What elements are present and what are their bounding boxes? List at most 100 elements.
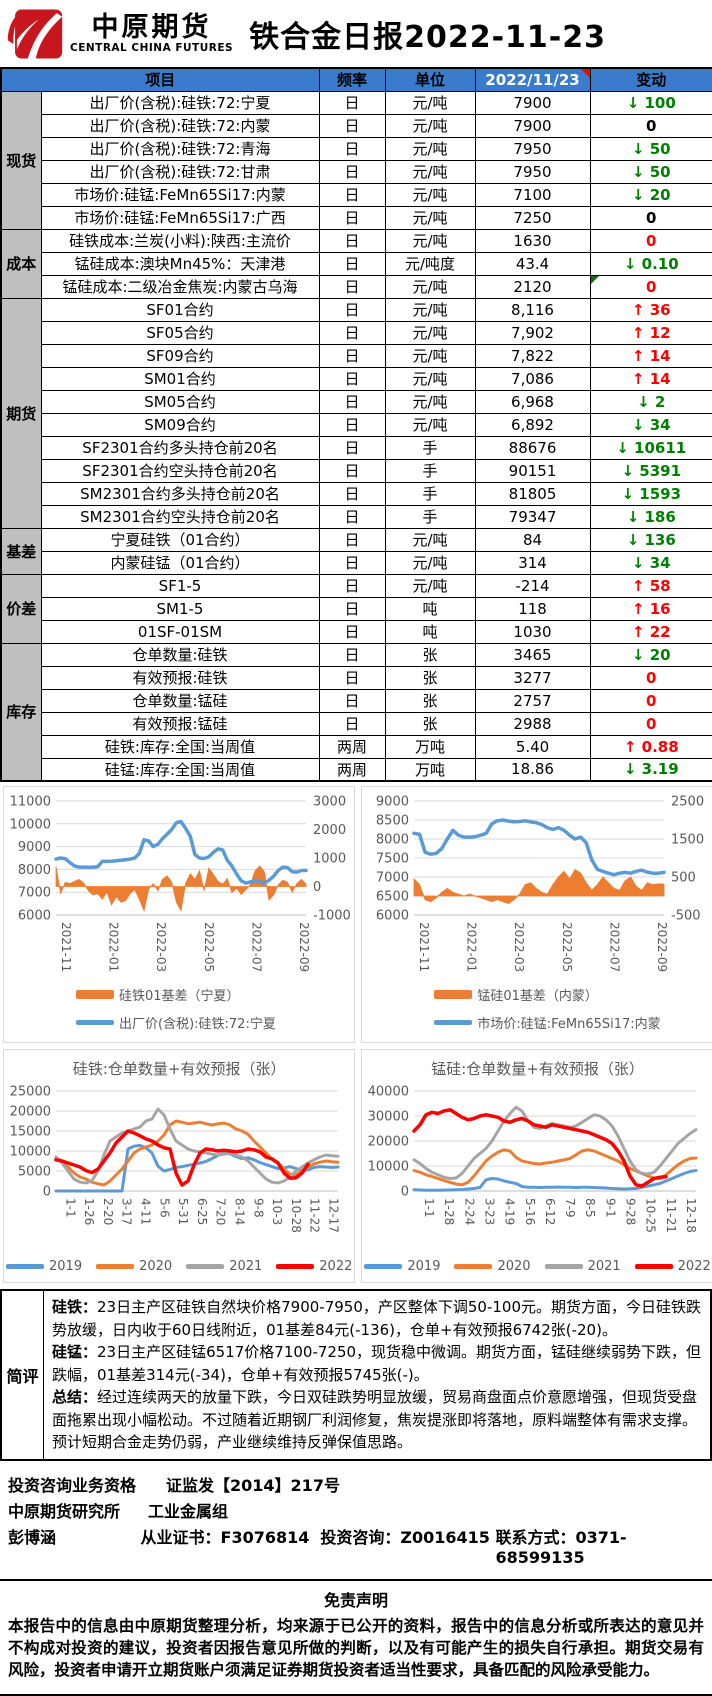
value-cell: 3465 (474, 642, 591, 667)
credential-line: 投资咨询业务资格 证监发【2014】217号 (8, 1472, 704, 1496)
svg-text:1-26: 1-26 (82, 1198, 96, 1225)
frequency-cell: 日 (318, 596, 386, 621)
value-cell: 314 (474, 550, 591, 575)
svg-text:0: 0 (43, 1185, 51, 1200)
svg-text:1-1: 1-1 (63, 1198, 77, 1218)
table-row: 市场价:硅锰:FeMn65Si17:内蒙日元/吨 7100 ↓ 20 (1, 182, 712, 207)
unit-cell: 元/吨 (384, 320, 476, 345)
svg-text:6000: 6000 (376, 909, 409, 924)
svg-text:10-28: 10-28 (289, 1198, 303, 1233)
comment-section-label: 简评 (2, 1291, 44, 1459)
unit-cell: 元/吨 (384, 527, 476, 552)
item-cell: 锰硅成本:二级冶金焦炭:内蒙古乌海 (40, 274, 320, 299)
svg-text:2500: 2500 (671, 795, 704, 810)
item-cell: SM1-5 (40, 596, 320, 621)
disclaimer-text: 本报告中的信息由中原期货整理分析，均来源于已公开的资料，报告中的信息分析或所表达… (8, 1616, 704, 1680)
comment-section: 简评 硅铁：23日主产区硅铁自然块价格7900-7950，产区整体下调50-10… (0, 1289, 712, 1461)
table-row: 仓单数量:锰硅日张 2757 0 (1, 688, 712, 713)
svg-text:2-24: 2-24 (463, 1198, 477, 1225)
company-logo-text: 中原期货 CENTRAL CHINA FUTURES (70, 13, 233, 53)
svg-text:2022-01: 2022-01 (107, 922, 121, 972)
frequency-cell: 日 (318, 573, 386, 598)
item-cell: SF1-5 (40, 573, 320, 598)
svg-text:2022-05: 2022-05 (202, 922, 216, 972)
credential-line: 中原期货研究所 工业金属组 (8, 1498, 704, 1522)
item-cell: 有效预报:硅铁 (40, 665, 320, 690)
unit-cell: 元/吨 (384, 412, 476, 437)
unit-cell: 手 (384, 504, 476, 529)
table-row: 出厂价(含税):硅铁:72:内蒙日元/吨 7900 0 (1, 113, 712, 138)
unit-cell: 元/吨 (384, 573, 476, 598)
frequency-cell: 日 (318, 688, 386, 713)
chart-title: 硅铁:仓单数量+有效预报（张） (72, 1060, 286, 1078)
legend-label: 2021 (229, 1259, 263, 1274)
svg-text:11-22: 11-22 (308, 1198, 322, 1233)
value-cell: 3277 (474, 665, 591, 690)
table-row: SM2301合约多头持仓前20名日手 81805 ↓ 1593 (1, 481, 712, 506)
value-cell: 6,968 (474, 389, 591, 414)
frequency-cell: 日 (318, 366, 386, 391)
value-cell: 2757 (474, 688, 591, 713)
unit-cell: 万吨 (384, 734, 476, 759)
frequency-cell: 日 (318, 297, 386, 322)
unit-cell: 元/吨 (384, 389, 476, 414)
unit-cell: 张 (384, 688, 476, 713)
svg-text:1-28: 1-28 (443, 1198, 457, 1225)
item-cell: SM01合约 (40, 366, 320, 391)
svg-text:10-3: 10-3 (270, 1198, 284, 1225)
comment-lead: 硅铁： (52, 1298, 98, 1316)
legend-item: 2021 (544, 1259, 621, 1274)
change-cell: ↑ 14 (589, 366, 712, 391)
frequency-cell: 日 (318, 435, 386, 460)
svg-text:8000: 8000 (18, 863, 51, 878)
change-cell: ↑ 16 (589, 596, 712, 621)
table-row: 市场价:硅锰:FeMn65Si17:广西日元/吨 7250 0 (1, 205, 712, 230)
svg-text:2021-11: 2021-11 (59, 922, 73, 972)
col-header-change: 变动 (589, 67, 712, 92)
change-cell: ↑ 0.88 (589, 734, 712, 759)
value-cell: -214 (474, 573, 591, 598)
table-row: 内蒙硅锰（01合约）日元/吨 314 ↓ 34 (1, 550, 712, 575)
frequency-cell: 日 (318, 550, 386, 575)
change-cell: ↓ 186 (589, 504, 712, 529)
change-cell: ↓ 20 (589, 182, 712, 207)
svg-text:10000: 10000 (10, 1145, 51, 1160)
value-cell: 81805 (474, 481, 591, 506)
legend-label: 锰硅01基差（内蒙） (477, 989, 598, 1004)
frequency-cell: 日 (318, 343, 386, 368)
item-cell: 市场价:硅锰:FeMn65Si17:广西 (40, 205, 320, 230)
unit-cell: 元/吨 (384, 136, 476, 161)
svg-text:10000: 10000 (368, 1160, 409, 1175)
svg-text:8-5: 8-5 (584, 1198, 598, 1218)
legend-item: 2019 (6, 1259, 82, 1274)
item-cell: 硅铁成本:兰炭(小料):陕西:主流价 (40, 228, 320, 253)
table-row: 锰硅成本:二级冶金焦炭:内蒙古乌海日元/吨 2120 0 (1, 274, 712, 299)
report-title: 铁合金日报2022-11-23 (249, 20, 606, 55)
svg-text:4-19: 4-19 (503, 1198, 517, 1225)
group-label: 期货 (0, 297, 42, 529)
comment-text: 硅铁：23日主产区硅铁自然块价格7900-7950，产区整体下调50-100元。… (44, 1291, 710, 1459)
svg-text:3-23: 3-23 (483, 1198, 497, 1225)
change-cell: ↓ 100 (589, 90, 712, 115)
value-cell: 7250 (474, 205, 591, 230)
table-row: SM09合约日元/吨 6,892 ↓ 34 (1, 412, 712, 437)
legend-label: 2019 (49, 1259, 83, 1274)
svg-text:5-16: 5-16 (523, 1198, 537, 1225)
value-cell: 7900 (474, 90, 591, 115)
svg-text:2021-11: 2021-11 (417, 922, 431, 972)
legend-label: 2022 (677, 1259, 711, 1274)
change-cell: ↓ 1593 (589, 481, 712, 506)
chart-svg-ferrosilicon-basis-spot: 6000 7000 8000 9000 10000 11000 -1000 0 1000 2000… (10, 795, 351, 973)
table-row: 价差 SF1-5 日元/吨 -214 ↑ 58 (0, 573, 712, 644)
legend-label: 2020 (139, 1259, 173, 1274)
svg-text:7-9: 7-9 (563, 1198, 577, 1218)
legend-swatch-icon (76, 1020, 114, 1025)
svg-text:6-25: 6-25 (195, 1198, 209, 1225)
table-row: 有效预报:硅铁日张 3277 0 (1, 665, 712, 690)
svg-text:7-20: 7-20 (214, 1198, 228, 1225)
svg-text:2000: 2000 (313, 823, 346, 838)
value-cell: 8,116 (474, 297, 591, 322)
item-cell: SF09合约 (40, 343, 320, 368)
svg-text:11000: 11000 (10, 795, 51, 810)
value-cell: 79347 (474, 504, 591, 529)
